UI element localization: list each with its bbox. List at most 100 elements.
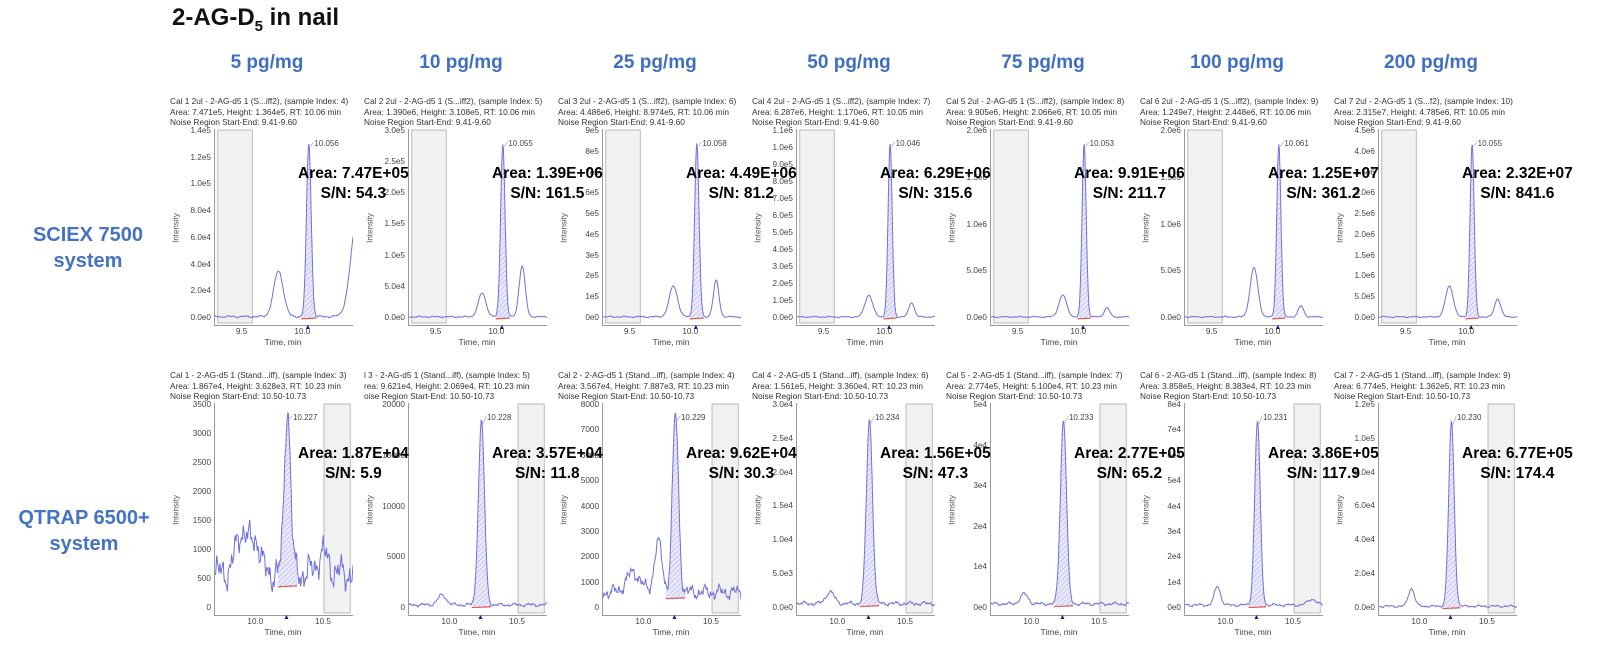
peak-label-leader [1258,415,1263,425]
x-tick-label: 9.5 [1011,327,1024,336]
y-tick-label: 7e4 [1167,425,1181,435]
y-tick-label: 4.0e5 [772,245,794,254]
peak-rt-label: 10.056 [314,139,339,148]
y-tick-label: 8.0e4 [190,206,212,216]
chromatogram-panel: Cal 6 2ul - 2-AG-d5 1 (S...iff2), (sampl… [1140,92,1379,347]
y-axis-title-text: Intensity [171,212,180,243]
panel-header-line: Area: 2.315e7, Height: 4.785e6, RT: 10.0… [1334,106,1505,117]
y-axis-title-text: Intensity [947,212,956,243]
y-tick-label: 1500 [192,516,211,525]
panel-header-line: Noise Region Start-End: 10.50-10.73 [752,391,889,401]
chromatogram-trace [1185,144,1323,319]
x-tick-label: 10.0 [247,617,264,626]
integration-marker-arrow-icon: ▲ [864,614,872,621]
panel-header: Cal 2 - 2-AG-d5 1 (Stand...iff), (sample… [558,370,752,403]
chromatogram-panel: Cal 7 - 2-AG-d5 1 (Stand...iff), (sample… [1334,366,1573,637]
row-label-line: system [49,533,119,555]
panel-header: Cal 7 2ul - 2-AG-d5 1 (S...f2), (sample … [1334,96,1528,129]
x-axis-ticks: 9.5 10.0 ▲ [1378,324,1516,337]
x-tick-label: 10.5 [897,617,913,626]
chromatogram-panel: Cal 2 2ul - 2-AG-d5 1 (S...iff2), (sampl… [364,92,603,347]
chromatogram-trace [797,143,935,319]
integration-baseline [1465,317,1479,320]
chromatogram-panel: Cal 1 2ul - 2-AG-d5 1 (S...iff2), (sampl… [170,92,409,347]
y-axis-title-text: Intensity [753,212,762,243]
x-axis-ticks: 10.0 10.5 ▲ [408,614,546,627]
y-axis-title: Intensity [752,403,763,616]
row-label-qtrap-6500: QTRAP 6500+ system [6,505,162,557]
peak-label-leader [891,141,896,147]
chromatogram-trace [409,144,547,319]
y-tick-label: 0e0 [973,602,987,612]
x-axis-title: Time, min [458,627,496,637]
y-tick-label: 5.0e5 [966,266,988,276]
x-tick-label: 10.0 [1070,327,1087,336]
y-tick-label: 2e5 [585,271,599,281]
annotation-area-value: Area: 4.49E+06 [686,165,797,182]
noise-region-box [605,129,641,324]
integration-marker-arrow-icon: ▲ [304,324,312,331]
panel-body: Intensity 8000 7000 6000 5000 4000 3000 2000 100… [558,400,752,616]
y-tick-label: 5.0e3 [772,569,794,579]
y-axis-ticks: 1.4e5 1.2e5 1.0e5 8.0e4 6.0e4 4.0e4 2.0e4 0.0e0 [181,126,214,322]
plot-area: 10.055 [408,129,547,326]
panel-header-line: rea: 9.621e4, Height: 2.069e4, RT: 10.23… [364,380,530,391]
integration-marker-arrow-icon: ▲ [498,324,506,331]
peak-annotation: Area: 4.49E+06 S/N: 81.2 [686,164,797,204]
panel-header: l 3 - 2-AG-d5 1 (Stand...iff), (sample I… [364,370,558,403]
y-axis-title: Intensity [1140,403,1151,616]
x-tick-label: 10.0 [1458,327,1475,336]
peak-rt-label: 10.055 [508,139,533,148]
integration-marker-arrow-icon: ▲ [1079,324,1087,331]
panel-header-line: Cal 4 - 2-AG-d5 1 (Stand...iff), (sample… [752,370,929,380]
y-axis-title: Intensity [946,403,957,616]
chromatogram-trace [603,143,741,319]
integration-marker-arrow-icon: ▲ [670,614,678,621]
y-axis-ticks: 1.2e5 1.0e5 8.0e4 6.0e4 4.0e4 2.0e4 0.0e0 [1345,400,1378,612]
peak-label-leader [482,415,487,425]
plot-area: 10.228 [408,403,547,616]
panel-header-line: Cal 6 2ul - 2-AG-d5 1 (S...iff2), (sampl… [1140,96,1319,106]
chromatogram-svg: 10.053 [991,129,1129,324]
x-tick-label: 10.5 [509,617,525,626]
chromatogram-svg: 10.231 [1185,403,1323,614]
x-axis-title: Time, min [1428,337,1466,347]
noise-region-box [1487,403,1515,614]
x-tick-label: 10.0 [876,327,893,336]
peak-label-leader [1064,415,1069,424]
y-tick-label: 2.0e6 [1160,126,1182,135]
x-tick-label: 10.5 [1479,617,1495,626]
panel-header-line: Area: 1.867e4, Height: 3.628e3, RT: 10.2… [170,380,341,391]
peak-rt-label: 10.228 [487,413,512,422]
annotation-sn-value: S/N: 5.9 [324,465,382,482]
x-axis-ticks: 9.5 10.0 ▲ [214,324,352,337]
chromatogram-panel: Cal 1 - 2-AG-d5 1 (Stand...iff), (sample… [170,366,409,637]
panel-header-line: Noise Region Start-End: 9.41-9.60 [364,117,491,127]
y-tick-label: 500 [197,574,211,583]
panel-body: Intensity 3.0e5 2.5e5 2.0e5 1.5e5 1.0e5 5.0e4 0… [364,126,558,326]
y-tick-label: 8.0e4 [1354,467,1376,477]
y-tick-label: 0 [594,603,599,612]
y-tick-label: 1e4 [973,562,987,572]
peak-rt-label: 10.058 [702,139,727,148]
y-tick-label: 5e5 [585,209,599,219]
chromatogram-panel: Cal 6 - 2-AG-d5 1 (Stand...iff), (sample… [1140,366,1379,637]
peak-rt-label: 10.046 [896,139,921,148]
y-tick-label: 7000 [580,425,599,435]
y-tick-label: 1.0e5 [1354,433,1376,443]
title-suffix: in nail [263,4,340,31]
y-axis-title: Intensity [558,129,569,326]
row-label-line: system [53,250,123,272]
panel-header: Cal 7 - 2-AG-d5 1 (Stand...iff), (sample… [1334,370,1528,403]
y-axis-title: Intensity [558,403,569,616]
y-tick-label: 1e5 [585,292,599,302]
x-tick-label: 10.0 [294,327,311,336]
y-tick-label: 3.0e5 [384,126,406,135]
y-tick-label: 5e4 [973,400,987,409]
y-tick-label: 8.0e5 [772,177,794,186]
y-axis-title-text: Intensity [1335,212,1344,243]
noise-region-box [411,129,447,324]
y-tick-label: 3e4 [1167,526,1181,536]
y-axis-title: Intensity [1140,129,1151,326]
peak-annotation: Area: 3.86E+05 S/N: 117.9 [1268,444,1379,484]
